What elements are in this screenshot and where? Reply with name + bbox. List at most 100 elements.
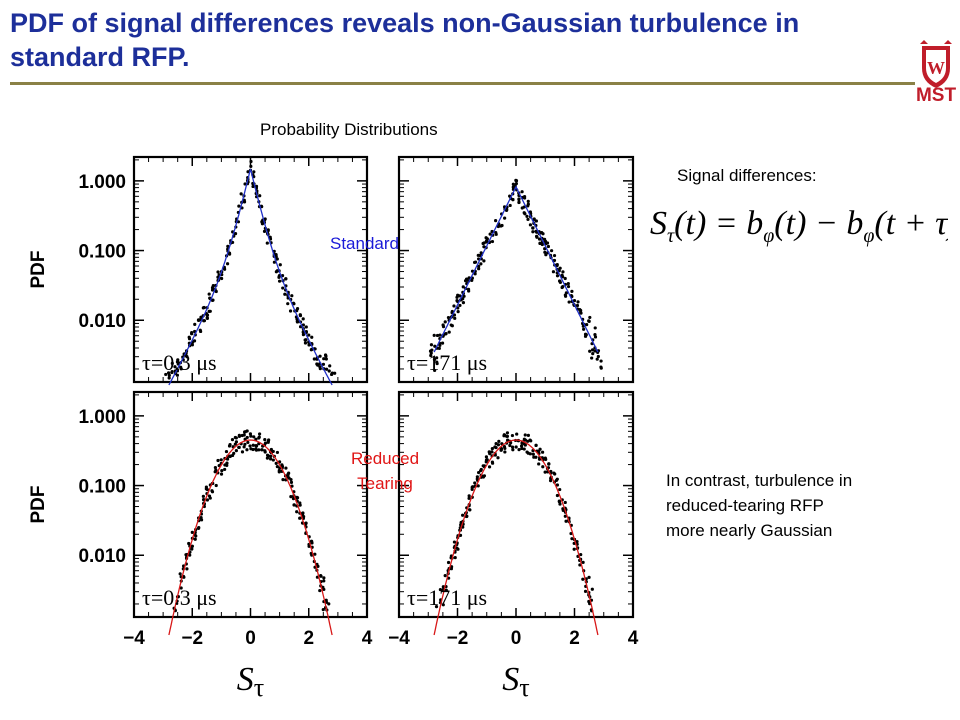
data-point (555, 493, 560, 498)
data-point (590, 356, 594, 360)
data-point (205, 316, 209, 320)
data-point (443, 320, 447, 324)
data-point (274, 461, 278, 466)
data-point (164, 372, 168, 377)
data-point (523, 433, 527, 437)
data-point (526, 204, 530, 208)
data-point (455, 295, 459, 299)
data-point (531, 230, 535, 234)
data-point (249, 164, 253, 169)
data-point (322, 357, 326, 361)
x-tick-label: 2 (569, 628, 580, 649)
data-point (596, 354, 600, 359)
data-point (505, 434, 509, 438)
data-point (526, 199, 530, 203)
data-point (190, 332, 194, 336)
data-point (567, 300, 571, 304)
data-point (245, 435, 249, 440)
data-point (446, 560, 451, 565)
y-tick-label: 0.010 (78, 311, 126, 332)
data-point (543, 456, 547, 460)
data-point (322, 576, 326, 580)
data-point (473, 272, 477, 276)
data-point (508, 203, 512, 208)
reduced-fit-line (433, 439, 599, 636)
data-point (441, 323, 445, 327)
standard-fit-line (433, 185, 599, 353)
data-point (248, 444, 252, 448)
data-point (437, 346, 441, 350)
data-point (482, 259, 486, 263)
data-point (485, 458, 489, 462)
tau-label: τ=171 μs (407, 350, 487, 375)
data-point (251, 447, 255, 452)
data-point (210, 298, 215, 302)
data-point (230, 438, 235, 442)
y-tick-label: 0.100 (78, 477, 126, 498)
data-point (438, 333, 442, 337)
data-point (257, 432, 262, 436)
data-point (263, 441, 268, 445)
data-point (515, 432, 519, 436)
data-point (248, 432, 253, 436)
data-point (534, 443, 538, 448)
data-point (481, 474, 485, 479)
data-point (433, 368, 437, 373)
data-point (302, 514, 306, 519)
data-point (478, 469, 483, 473)
data-point (263, 450, 267, 454)
data-point (323, 353, 328, 357)
data-point (569, 531, 573, 536)
data-point (173, 365, 177, 369)
data-point (545, 241, 550, 245)
data-point (219, 458, 223, 462)
y-axis-label: PDF (28, 251, 49, 289)
data-point (246, 440, 250, 445)
data-point (257, 448, 261, 452)
data-point (441, 603, 445, 607)
data-point (522, 437, 526, 441)
data-point (265, 241, 269, 245)
data-point (543, 470, 547, 474)
data-point (190, 547, 194, 551)
data-point (563, 293, 567, 297)
data-point (522, 205, 526, 209)
data-point (268, 235, 272, 239)
data-point (324, 357, 328, 361)
data-point (290, 294, 294, 298)
data-point (566, 282, 570, 286)
data-point (484, 236, 488, 240)
data-point (193, 322, 197, 326)
data-point (479, 262, 483, 266)
data-point (225, 463, 229, 467)
data-point (254, 444, 259, 448)
contrast-line-3: more nearly Gaussian (666, 521, 833, 540)
data-point (496, 443, 501, 447)
reduced-fit-line (168, 439, 333, 636)
x-tick-label: 2 (303, 628, 314, 649)
data-point (511, 448, 515, 452)
data-point (205, 498, 209, 502)
data-point (271, 449, 275, 454)
data-point (176, 358, 180, 362)
data-point (541, 465, 545, 469)
x-tick-label: 4 (628, 628, 639, 649)
data-point (328, 364, 332, 368)
data-point (286, 472, 290, 476)
data-point (466, 287, 471, 291)
data-point (252, 170, 256, 174)
data-point (242, 430, 247, 434)
panel-frame (132, 390, 369, 619)
data-point (167, 373, 171, 377)
data-point (476, 470, 481, 475)
data-point (333, 371, 337, 375)
tau-label: τ=171 μs (407, 585, 487, 610)
data-point (484, 240, 488, 244)
data-point (555, 274, 560, 278)
data-point (272, 260, 277, 264)
data-point (477, 264, 481, 268)
x-tick-label: −4 (388, 628, 410, 649)
data-point (510, 445, 515, 449)
data-point (301, 333, 306, 337)
